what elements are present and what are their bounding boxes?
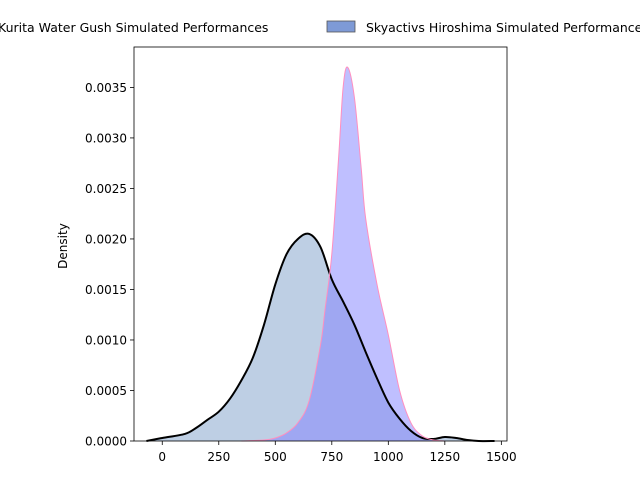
y-tick-label: 0.0005	[85, 384, 127, 398]
series-1-line	[146, 232, 495, 443]
y-tick-label: 0.0025	[85, 182, 127, 196]
x-tick-label: 0	[158, 450, 166, 464]
y-tick-label: 0.0035	[85, 81, 127, 95]
y-tick-label: 0.0010	[85, 333, 127, 347]
legend-label-2: Skyactivs Hiroshima Simulated Performanc…	[366, 20, 640, 35]
x-tick-label: 1500	[486, 450, 517, 464]
y-tick-label: 0.0000	[85, 435, 127, 449]
plot-area	[146, 66, 495, 443]
series-1-area	[146, 233, 495, 442]
plot-frame	[133, 46, 508, 442]
y-tick-label: 0.0030	[85, 131, 127, 145]
axes: 0 250 500 750 1000 1250 1500 0.0000 0.0005 0.0010…	[85, 46, 517, 464]
legend-label-1: Kurita Water Gush Simulated Performances	[0, 20, 268, 35]
x-tick-label: 1000	[373, 450, 404, 464]
x-tick-label: 250	[207, 450, 230, 464]
y-tick-label: 0.0015	[85, 283, 127, 297]
series-2-area	[241, 66, 445, 442]
legend: Kurita Water Gush Simulated Performances…	[0, 20, 640, 35]
x-tick-label: 1250	[430, 450, 461, 464]
x-tick-label: 500	[264, 450, 287, 464]
y-axis-label: Density	[56, 223, 70, 269]
series-2-line	[241, 66, 445, 442]
y-tick-label: 0.0020	[85, 232, 127, 246]
x-tick-label: 750	[320, 450, 343, 464]
legend-swatch-2	[326, 20, 356, 33]
